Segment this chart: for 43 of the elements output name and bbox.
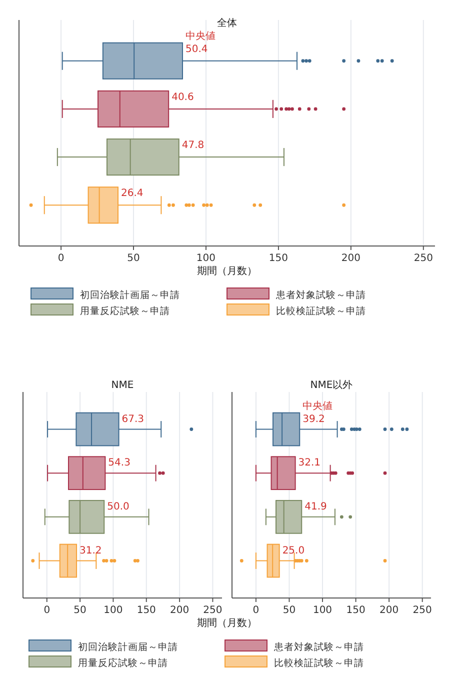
annotation: 中央値 xyxy=(302,400,333,412)
x-tick-label: 100 xyxy=(196,253,216,264)
annotation: 中央値 xyxy=(186,30,216,42)
text: 54.3 xyxy=(108,458,130,469)
x-axis-title: 期間（月数） xyxy=(197,265,257,277)
x-tick-label: 250 xyxy=(412,605,432,616)
chart-title: 全体 xyxy=(217,17,237,29)
legend-label: 用量反応試験～申請 xyxy=(80,305,170,317)
text: 25.0 xyxy=(282,545,305,556)
chart-title: NME以外 xyxy=(310,379,353,391)
legend-label: 初回治験計画届～申請 xyxy=(80,289,180,301)
x-tick-label: 150 xyxy=(136,605,156,616)
x-tick-label: 250 xyxy=(203,605,222,616)
text: 41.9 xyxy=(304,501,327,512)
legend-label: 初回治験計画届～申請 xyxy=(78,641,178,653)
x-tick-label: 0 xyxy=(58,253,64,264)
legend-label: 患者対象試験～申請 xyxy=(273,641,364,653)
x-tick-label: 100 xyxy=(312,605,332,616)
x-tick-label: 200 xyxy=(341,253,360,264)
x-tick-label: 200 xyxy=(380,605,399,616)
x-tick-label: 50 xyxy=(282,605,296,616)
x-tick-label: 100 xyxy=(104,605,123,616)
text: 40.6 xyxy=(172,92,194,103)
x-tick-label: 150 xyxy=(268,253,288,264)
text: 31.2 xyxy=(80,545,102,556)
x-tick-label: 200 xyxy=(170,605,190,616)
legend-label: 患者対象試験～申請 xyxy=(275,289,366,301)
x-tick-label: 250 xyxy=(414,253,433,264)
x-tick-label: 0 xyxy=(44,605,50,616)
text: 32.1 xyxy=(298,458,321,469)
text: 50.4 xyxy=(186,44,208,55)
text: 26.4 xyxy=(121,188,144,200)
legend-label: 比較検証試験～申請 xyxy=(276,305,366,317)
text: 39.2 xyxy=(302,414,325,425)
text: 67.3 xyxy=(122,414,144,425)
x-axis-title: 期間（月数） xyxy=(197,617,257,629)
x-tick-label: 0 xyxy=(252,605,260,616)
legend-label: 比較検証試験～申請 xyxy=(274,657,364,669)
chart-title: NME xyxy=(111,380,134,391)
x-tick-label: 50 xyxy=(127,253,140,264)
x-tick-label: 150 xyxy=(346,605,366,616)
x-tick-label: 50 xyxy=(74,605,86,616)
legend-label: 用量反応試験～申請 xyxy=(78,657,168,669)
